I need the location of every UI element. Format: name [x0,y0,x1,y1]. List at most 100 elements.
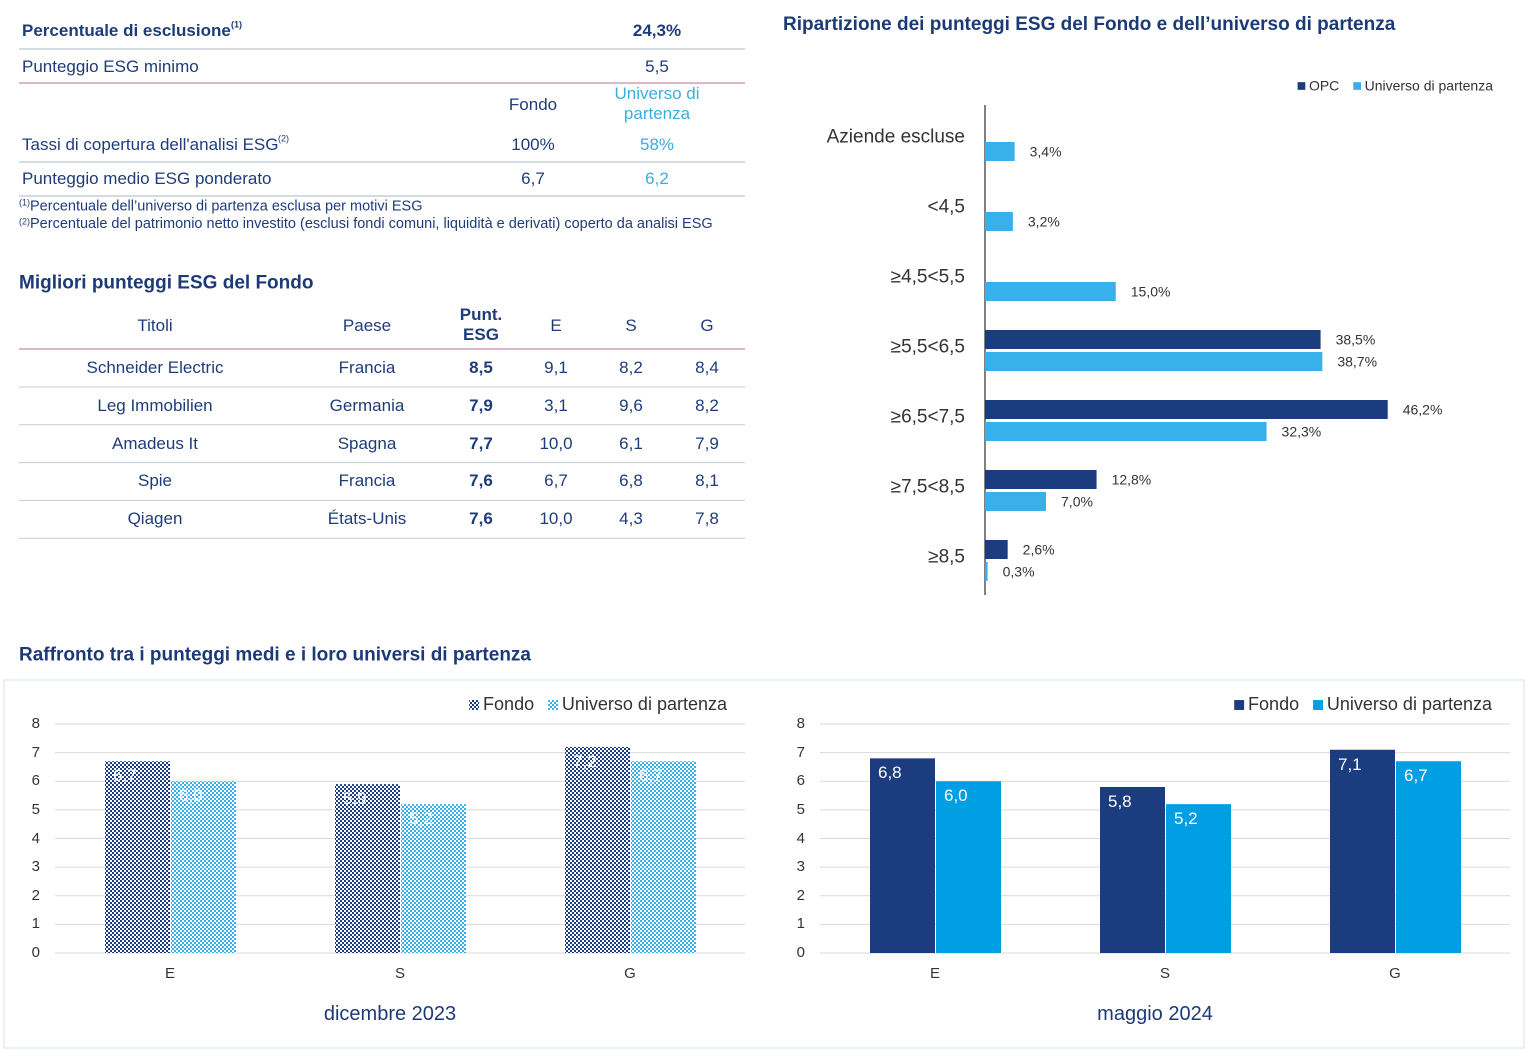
value-label: 0,3% [1002,563,1035,580]
row-value: 5,5 [645,56,669,76]
cell: 6,7 [544,471,568,491]
cell: 8,1 [695,471,719,491]
row-label: Tassi di copertura dell'analisi ESG [22,134,279,154]
x-tick-label: S [394,965,406,982]
y-tick-label: 2 [796,886,805,904]
value-label: 15,0% [1130,283,1171,300]
x-axis-label: dicembre 2023 [323,1003,457,1025]
bar [985,400,1388,419]
legend-swatch [1313,700,1323,710]
y-tick-label: 3 [31,858,40,876]
cell: 10,0 [539,508,573,528]
value-label: 5,2 [1174,808,1198,828]
y-tick-label: 7 [796,743,805,761]
cell: 10,0 [539,433,573,453]
cell: États-Unis [327,508,407,528]
row-value: 24,3% [632,20,682,40]
section-frame [3,679,1525,1049]
legend-label: Universo di partenza [561,694,727,715]
cell: 6,7 [521,168,545,188]
category-label: Aziende escluse [826,126,965,148]
y-tick-label: 4 [796,829,805,847]
column-header: Punt. ESG [459,305,503,345]
footnote-text: Percentuale dell’universo di partenza es… [30,198,423,215]
value-label: 6,0 [944,786,968,806]
x-tick-label: E [164,965,176,982]
category-label: ≥4,5<5,5 [890,266,965,288]
cell: Amadeus It [112,433,198,453]
y-tick-label: 5 [31,800,40,818]
cell: 7,8 [695,508,719,528]
cell: 9,1 [544,357,568,377]
cell: 8,4 [695,357,719,377]
cell: 7,7 [469,433,493,453]
value-label: 3,4% [1029,143,1062,160]
value-label: 38,7% [1337,353,1378,370]
value-label: 5,9 [343,788,367,808]
cell: 9,6 [619,395,643,415]
bar [985,142,1015,161]
cell: Spagna [337,433,397,453]
bar [936,781,1001,953]
y-tick-label: 5 [796,800,805,818]
legend-label: Universo di partenza [1326,694,1492,715]
bar [401,804,466,953]
bar [335,784,400,953]
cell: Francia [338,471,396,491]
value-label: 12,8% [1111,471,1152,488]
cell: 3,1 [544,395,568,415]
y-tick-label: 1 [796,915,805,933]
bar [985,282,1116,301]
legend-swatch [548,700,558,710]
value-label: 5,2 [409,808,433,828]
bar [1396,761,1461,953]
cell: 6,2 [645,168,669,188]
bar [171,781,236,953]
bar [985,422,1267,441]
value-label: 6,7 [113,766,137,786]
y-tick-label: 8 [31,715,40,732]
y-tick-label: 2 [31,886,40,904]
cell: Schneider Electric [86,357,224,377]
legend-swatch [1353,82,1361,90]
value-label: 46,2% [1402,401,1443,418]
value-label: 7,1 [1338,754,1362,774]
legend-label: Universo di partenza [1364,77,1493,94]
value-label: 6,7 [639,766,663,786]
footnote-ref: (1) [231,19,242,30]
y-tick-label: 0 [796,944,805,961]
category-label: <4,5 [927,196,965,218]
bar [631,761,696,953]
cell: Germania [329,395,405,415]
category-label: ≥8,5 [928,546,965,568]
column-header: S [625,315,637,335]
bar [1100,786,1165,953]
x-axis-label: maggio 2024 [1097,1003,1213,1025]
value-label: 2,6% [1022,541,1055,558]
value-label: 5,8 [1108,791,1132,811]
column-header: Fondo [508,94,558,114]
value-label: 7,2 [573,751,597,771]
column-header: E [550,315,562,335]
cell: 8,2 [619,357,643,377]
category-label: ≥5,5<6,5 [890,336,965,358]
value-label: 3,2% [1027,213,1060,230]
row-label: Punteggio ESG minimo [22,56,199,76]
value-label: 6,0 [179,786,203,806]
column-header: G [700,315,714,335]
y-tick-label: 3 [796,858,805,876]
footnote-text: Percentuale del patrimonio netto investi… [30,216,713,232]
legend-swatch [1234,700,1245,710]
cell: Qiagen [127,508,183,528]
value-label: 7,0% [1061,493,1093,510]
y-tick-label: 1 [31,915,40,933]
cell: 7,6 [469,508,493,528]
bar [985,352,1323,371]
cell: Francia [338,357,396,377]
category-label: ≥6,5<7,5 [890,406,965,428]
footnote-mark: (1) [19,197,30,208]
cell: 7,9 [469,395,493,415]
cell: 6,8 [619,471,643,491]
